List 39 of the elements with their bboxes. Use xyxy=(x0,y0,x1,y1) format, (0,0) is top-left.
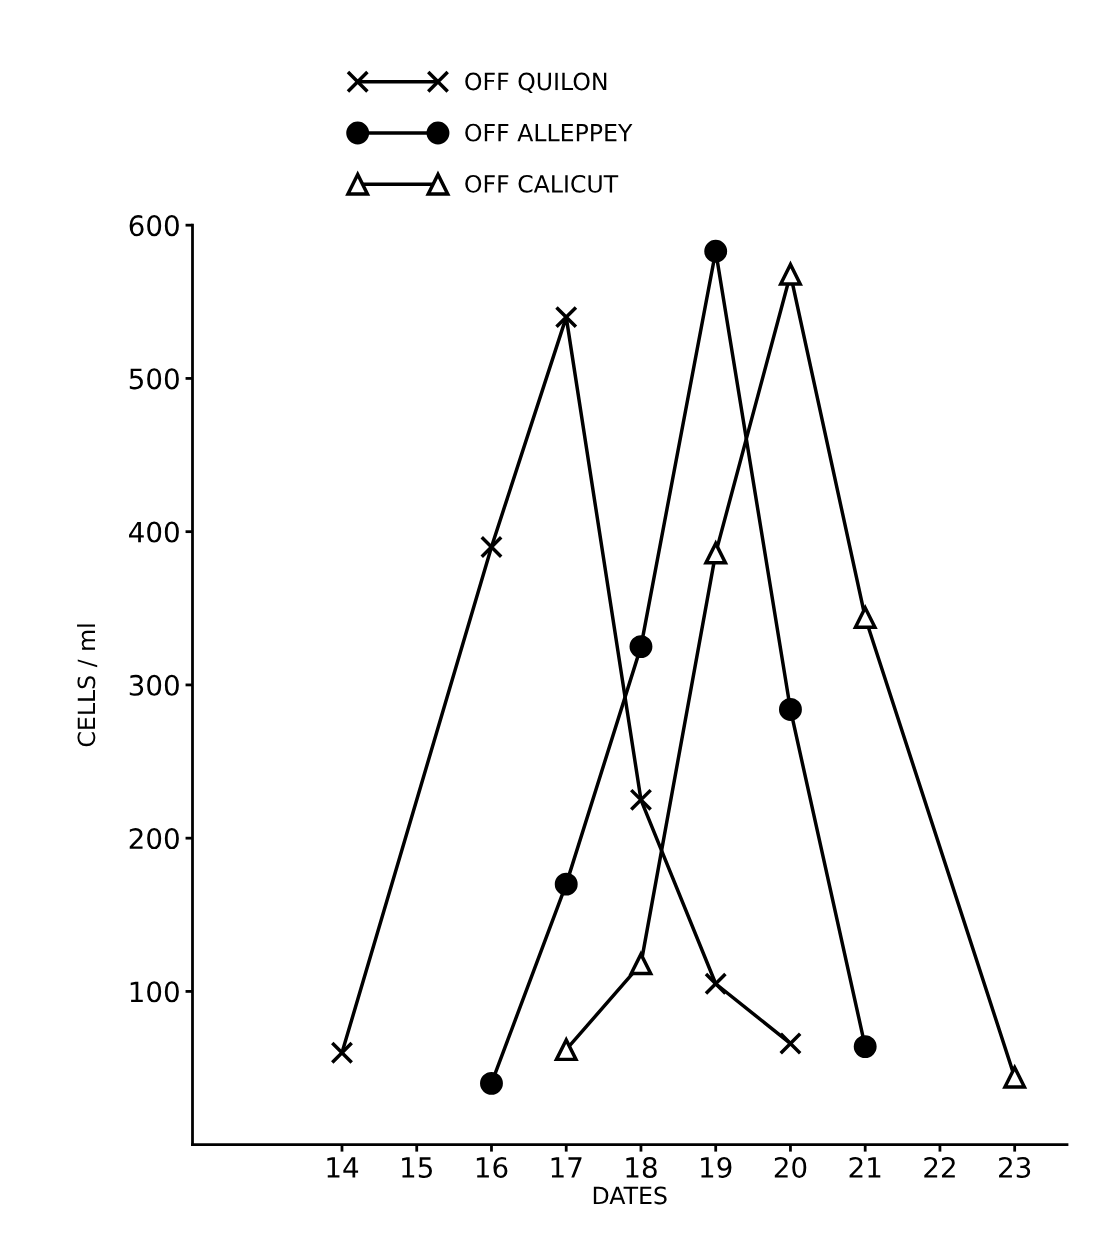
y-tick-label: 300 xyxy=(129,674,179,696)
point xyxy=(629,952,653,976)
x-tick-label: 20 xyxy=(774,1156,807,1178)
x-tick-label: 21 xyxy=(849,1156,881,1178)
legend-label: OFF QUILON xyxy=(465,72,607,94)
point xyxy=(703,539,729,565)
point xyxy=(629,788,653,812)
point xyxy=(554,305,578,329)
y-tick-label: 100 xyxy=(130,981,179,1003)
point xyxy=(554,872,578,896)
y-axis-title: CELLS / ml xyxy=(77,624,98,747)
point xyxy=(853,1035,877,1059)
point xyxy=(480,1071,503,1095)
point xyxy=(480,535,503,559)
legend-label: OFF ALLEPPEY xyxy=(465,123,633,142)
x-tick-label: 16 xyxy=(476,1156,508,1178)
x-tick-label: 14 xyxy=(327,1157,359,1178)
point xyxy=(778,697,802,721)
x-tick-label: 19 xyxy=(701,1156,732,1178)
x-axis-title: DATES xyxy=(593,1186,667,1205)
point xyxy=(1002,1063,1028,1089)
x-tick-label: 15 xyxy=(402,1157,432,1178)
y-tick-label: 500 xyxy=(129,368,179,390)
legend-label: OFF CALICUT xyxy=(465,174,619,193)
point xyxy=(629,635,653,659)
x-tick-label: 18 xyxy=(626,1156,657,1178)
y-tick-label: 400 xyxy=(129,521,179,543)
point xyxy=(778,260,803,286)
x-tick-label: 23 xyxy=(999,1156,1031,1178)
point xyxy=(853,606,877,629)
point xyxy=(778,1032,802,1055)
x-tick-label: 22 xyxy=(924,1156,955,1178)
y-tick-label: 600 xyxy=(129,215,179,237)
point xyxy=(330,1041,354,1065)
point xyxy=(704,239,728,263)
x-tick-label: 17 xyxy=(551,1157,582,1178)
point xyxy=(554,1038,578,1062)
point xyxy=(704,972,728,996)
y-tick-label: 200 xyxy=(129,828,179,850)
